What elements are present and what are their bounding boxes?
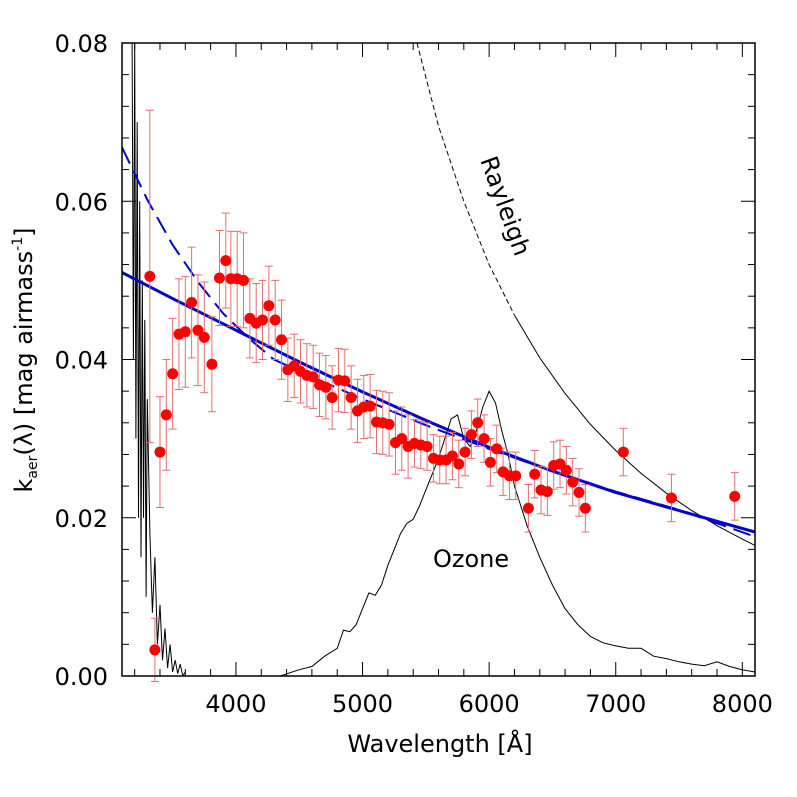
ozone-label: Ozone	[433, 545, 509, 573]
data-point	[573, 486, 585, 498]
data-point	[198, 331, 210, 343]
y-axis-title-superscript: -1	[10, 237, 26, 251]
data-point	[478, 433, 490, 445]
x-tick-label: 6000	[459, 690, 520, 718]
y-tick-label: 0.04	[55, 347, 108, 375]
data-point	[510, 470, 522, 482]
data-point	[472, 417, 484, 429]
data-point	[617, 446, 629, 458]
data-point	[149, 644, 161, 656]
data-point	[364, 400, 376, 412]
data-point	[307, 371, 319, 383]
data-point	[567, 476, 579, 488]
ozone-curve	[280, 390, 755, 676]
y-axis-title-subscript: aer	[25, 455, 41, 478]
data-point	[144, 270, 156, 282]
fit-extrapolation-curve	[122, 146, 755, 538]
y-axis-title: kaer(λ) [mag airmass-1]	[10, 228, 41, 493]
data-point	[459, 446, 471, 458]
rayleigh-curve	[514, 314, 755, 546]
x-axis-title: Wavelength [Å]	[347, 729, 532, 758]
data-point	[560, 464, 572, 476]
data-point	[665, 492, 677, 504]
data-point	[238, 274, 250, 286]
uv-cutoff-curve	[131, 43, 186, 676]
data-point	[446, 450, 458, 462]
data-point	[529, 468, 541, 480]
data-point	[167, 368, 179, 380]
data-point	[522, 502, 534, 514]
y-axis-title-symbol: k	[10, 479, 38, 493]
data-point	[453, 458, 465, 470]
x-tick-label: 7000	[585, 690, 646, 718]
y-axis-title-text: (λ) [mag airmass	[10, 251, 38, 456]
data-point	[269, 314, 281, 326]
y-tick-label: 0.02	[55, 505, 108, 533]
data-point	[465, 429, 477, 441]
data-point	[383, 418, 395, 430]
data-point	[421, 441, 433, 453]
error-bars	[145, 109, 739, 683]
fit-curve	[122, 271, 755, 534]
data-point	[160, 409, 172, 421]
data-point	[541, 486, 553, 498]
data-point	[339, 375, 351, 387]
data-point	[213, 272, 225, 284]
model-curves	[122, 43, 755, 676]
data-point	[484, 456, 496, 468]
data-point	[179, 326, 191, 338]
data-point	[345, 391, 357, 403]
data-point	[729, 490, 741, 502]
data-point	[320, 381, 332, 393]
data-point	[263, 300, 275, 312]
data-point	[192, 324, 204, 336]
data-point	[579, 502, 591, 514]
y-tick-label: 0.08	[55, 30, 108, 58]
data-point	[186, 297, 198, 309]
data-point	[326, 391, 338, 403]
x-tick-label: 5000	[332, 690, 393, 718]
y-axis-title-end: ]	[10, 228, 38, 237]
rayleigh-label: Rayleigh	[474, 152, 536, 259]
y-tick-label: 0.06	[55, 188, 108, 216]
data-points	[144, 255, 741, 656]
data-point	[257, 314, 269, 326]
data-point	[206, 358, 218, 370]
data-point	[220, 255, 232, 267]
plot-frame	[121, 42, 756, 677]
axes: 4000 5000 6000 7000 8000 0.00 0.02 0.04 0.06 0.08	[55, 30, 773, 718]
data-point	[276, 334, 288, 346]
data-point	[491, 443, 503, 455]
y-tick-label: 0.00	[55, 663, 108, 691]
data-point	[154, 446, 166, 458]
x-tick-label: 4000	[205, 690, 266, 718]
x-tick-label: 8000	[712, 690, 773, 718]
data-point	[396, 433, 408, 445]
rayleigh-curve-dashed	[416, 43, 515, 316]
